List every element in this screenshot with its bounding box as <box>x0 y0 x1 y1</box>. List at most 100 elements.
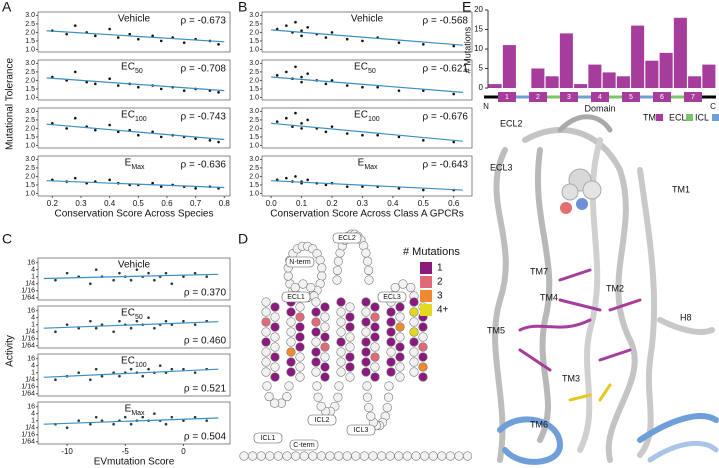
y-tick-label: 2.5 <box>249 69 259 76</box>
structure-label: TM3 <box>562 373 580 383</box>
residue <box>361 327 371 337</box>
plot-frame <box>37 353 231 397</box>
point <box>151 181 154 185</box>
legend-title: # Mutations <box>403 246 460 258</box>
y-tick-label: 3.0 <box>25 108 35 115</box>
fit-line <box>46 30 225 43</box>
point <box>294 175 297 178</box>
residue <box>333 256 343 266</box>
y-tick-label: 3.0 <box>25 60 35 67</box>
residue <box>295 352 305 362</box>
bar <box>588 64 602 88</box>
subplot-title-sub: 100 <box>368 116 380 123</box>
point <box>136 85 140 89</box>
point <box>94 326 98 330</box>
residue <box>261 297 271 307</box>
point <box>89 282 92 286</box>
y-tick-label: 2.5 <box>249 21 259 28</box>
point <box>275 120 279 123</box>
residue <box>361 248 371 258</box>
residue <box>291 451 301 461</box>
residue <box>395 372 405 382</box>
x-tick-label: 0.1 <box>296 199 308 208</box>
legend-label: TM <box>643 112 656 122</box>
residue <box>295 302 305 312</box>
point <box>182 41 186 44</box>
point <box>164 319 168 323</box>
domain-label: 3 <box>567 94 571 101</box>
bar <box>688 76 702 88</box>
y-tick-label: 1/4 <box>25 425 35 432</box>
residue <box>409 327 419 337</box>
residue <box>406 282 416 293</box>
point <box>300 34 303 38</box>
residue <box>317 271 327 281</box>
point <box>112 330 115 334</box>
plot-frame <box>37 305 231 349</box>
y-tick-label: 20 <box>474 5 483 14</box>
point <box>73 70 77 74</box>
point <box>164 271 168 275</box>
loop-label: ECL2 <box>338 235 356 242</box>
residue <box>265 451 275 461</box>
point <box>194 187 197 190</box>
residue <box>409 347 419 357</box>
point <box>54 278 57 282</box>
fit-line <box>43 321 219 329</box>
residue <box>409 357 419 367</box>
point <box>300 75 303 79</box>
point <box>182 89 186 92</box>
residue <box>270 372 280 382</box>
point <box>306 178 309 182</box>
y-tick-label: 1/16 <box>21 432 35 439</box>
residue <box>308 451 318 461</box>
point <box>147 271 150 275</box>
point <box>89 378 92 382</box>
point <box>193 323 197 326</box>
point <box>345 132 349 135</box>
residue <box>311 367 321 377</box>
residue <box>336 297 346 307</box>
point <box>77 419 81 422</box>
y-tick-label: 1.0 <box>249 94 259 101</box>
residue <box>261 357 271 367</box>
residue <box>362 381 372 391</box>
residue <box>312 381 322 391</box>
point <box>116 130 120 134</box>
x-tick-label: 0.3 <box>75 199 87 208</box>
residue <box>395 302 405 312</box>
subplot-title-sub: 50 <box>135 314 143 321</box>
residue <box>332 265 342 276</box>
point <box>94 128 97 132</box>
residue <box>361 317 371 327</box>
y-axis-label: Mutational Tolerance <box>5 58 16 151</box>
point <box>151 130 154 134</box>
residue <box>363 256 373 266</box>
point <box>170 282 174 286</box>
subplot-title: EC <box>121 110 135 121</box>
legend-label: ICL <box>695 112 709 122</box>
residue <box>437 451 447 461</box>
x-tick-label: -5 <box>122 447 130 456</box>
point <box>397 41 401 44</box>
legend-swatch <box>420 290 432 302</box>
point <box>159 185 163 188</box>
residue <box>390 282 400 293</box>
y-tick-label: 1/4 <box>25 329 35 336</box>
residue <box>336 347 346 357</box>
residue <box>345 302 355 312</box>
point <box>164 422 168 426</box>
point <box>116 84 120 87</box>
residue <box>409 307 419 317</box>
point <box>100 374 104 378</box>
y-tick-label: 10 <box>474 44 483 53</box>
y-tick-label: 2.5 <box>25 69 35 76</box>
structure-label: ECL3 <box>490 162 513 172</box>
residue <box>364 275 374 285</box>
tm-box <box>684 92 702 102</box>
residue <box>286 357 296 367</box>
residue <box>418 332 428 342</box>
y-tick-label: 1.0 <box>25 46 35 53</box>
residue <box>418 322 428 332</box>
point <box>324 36 328 39</box>
